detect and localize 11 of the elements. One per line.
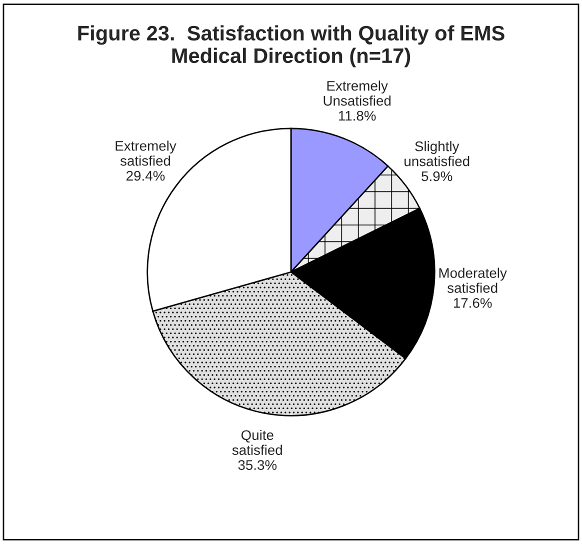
slice-label: Extremely satisfied <box>116 140 176 166</box>
data-label: 11.8% <box>338 110 376 121</box>
slice-label: Quite satisfied <box>232 430 282 455</box>
chart-title: Figure 23. Satisfaction with Quality of EMS Medical Direction (n=17) <box>78 25 504 68</box>
slice-label: Moderately satisfied <box>439 268 507 293</box>
slice-label: Extremely Unsatisfied <box>324 80 391 106</box>
data-label: 17.6% <box>454 298 492 308</box>
data-label: 35.3% <box>238 460 277 470</box>
data-label: 29.4% <box>126 170 165 181</box>
slice-label: Slightly unsatisfied <box>404 141 470 166</box>
data-label: 5.9% <box>422 171 452 182</box>
